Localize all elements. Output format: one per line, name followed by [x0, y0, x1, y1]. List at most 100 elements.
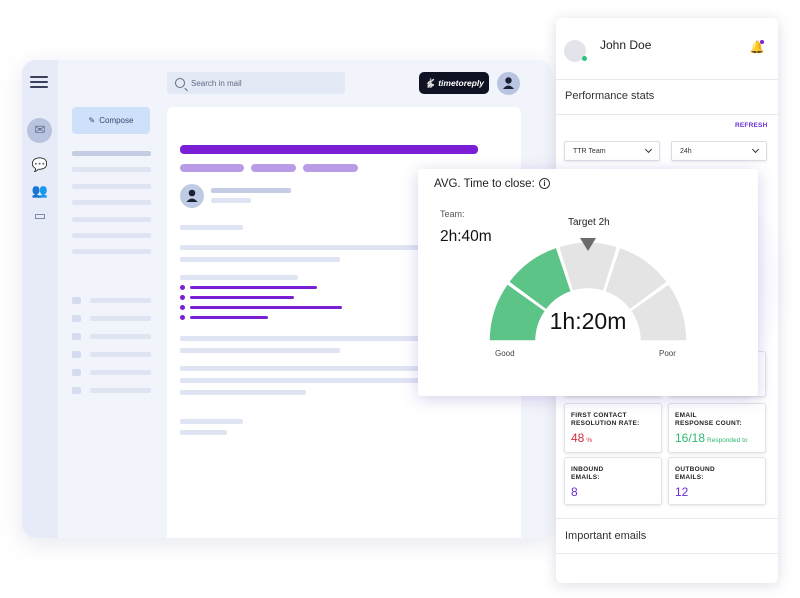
bullet-line: [190, 296, 294, 299]
rabbit-icon: 🐇: [423, 77, 436, 88]
stat-label: FIRST CONTACT RESOLUTION RATE:: [571, 412, 640, 427]
team-select[interactable]: TTR Team: [564, 141, 660, 161]
bullet-line: [190, 306, 342, 309]
text-line: [180, 225, 243, 230]
label-icon: [72, 369, 81, 376]
label-item[interactable]: [90, 334, 151, 339]
chevron-down-icon: [644, 145, 653, 154]
bullet: [180, 285, 185, 290]
text-line: [180, 390, 306, 395]
period-select[interactable]: 24h: [671, 141, 767, 161]
gauge-title: AVG. Time to close:: [434, 178, 535, 190]
bullet: [180, 315, 185, 320]
left-rail: ✉ 💬 👥 ▭: [22, 60, 58, 538]
sender-avatar: [180, 184, 204, 208]
edit-icon: ✎: [88, 116, 96, 125]
user-icon: [186, 189, 198, 202]
time-to-close-card: AVG. Time to close: i Team: 2h:40m Targe…: [418, 169, 758, 396]
avatar[interactable]: [564, 40, 586, 62]
label-item[interactable]: [90, 298, 151, 303]
label-icon: [72, 297, 81, 304]
stat-value: 48%: [571, 431, 593, 445]
bullet-line: [190, 286, 317, 289]
text-line: [180, 419, 243, 424]
divider: [556, 518, 778, 519]
label-icon: [72, 315, 81, 322]
target-label: Target 2h: [568, 217, 610, 228]
info-icon[interactable]: i: [539, 178, 550, 189]
stat-card-outbound: OUTBOUND EMAILS: 12: [668, 457, 766, 505]
bullet-line: [190, 316, 268, 319]
divider: [556, 79, 778, 80]
avatar[interactable]: [497, 72, 520, 95]
tag[interactable]: [180, 164, 244, 172]
divider: [556, 114, 778, 115]
stat-value: 12: [675, 485, 689, 499]
compose-button[interactable]: ✎ Compose: [72, 107, 150, 134]
menu-icon[interactable]: [30, 76, 48, 88]
mail-icon: ✉: [34, 122, 46, 137]
period-select-value: 24h: [680, 147, 692, 155]
sender-name: [211, 188, 291, 193]
folder-item[interactable]: [72, 200, 151, 205]
online-status-dot: [582, 56, 587, 61]
folder-item[interactable]: [72, 167, 151, 172]
poor-label: Poor: [659, 349, 676, 358]
refresh-button[interactable]: REFRESH: [735, 122, 768, 129]
logo-text: timetoreply: [438, 78, 485, 88]
target-marker: [580, 238, 596, 251]
good-label: Good: [495, 349, 515, 358]
folder-item[interactable]: [72, 217, 151, 222]
mail-nav-button[interactable]: [27, 118, 52, 143]
folder-item[interactable]: [72, 249, 151, 254]
bullet: [180, 295, 185, 300]
search-placeholder: Search in mail: [191, 78, 242, 88]
user-icon: [503, 77, 514, 89]
stat-label: INBOUND EMAILS:: [571, 466, 604, 481]
search-icon: [175, 78, 185, 88]
gauge-segment: [557, 241, 619, 293]
stat-card-resolution: FIRST CONTACT RESOLUTION RATE: 48%: [564, 403, 662, 453]
folder-item[interactable]: [72, 184, 151, 189]
divider: [556, 553, 778, 554]
notification-badge: [760, 40, 764, 44]
gauge-segment: [507, 246, 573, 312]
search-input[interactable]: Search in mail: [167, 72, 345, 94]
compose-label: Compose: [99, 116, 134, 125]
tag[interactable]: [303, 164, 358, 172]
gauge: 1h:20m: [488, 238, 688, 342]
subject-bar: [180, 145, 478, 154]
label-item[interactable]: [90, 370, 151, 375]
people-icon[interactable]: 👥: [31, 183, 49, 198]
label-icon: [72, 351, 81, 358]
gauge-segment: [629, 282, 688, 342]
app-logo: 🐇 timetoreply: [419, 72, 489, 94]
chevron-down-icon: [751, 145, 760, 154]
chat-icon[interactable]: 💬: [31, 157, 49, 172]
gauge-segments: [488, 241, 688, 342]
stat-value: 16/18 Responded to: [675, 431, 748, 445]
folder-item[interactable]: [72, 151, 151, 156]
video-icon[interactable]: ▭: [33, 208, 47, 223]
gauge-center-value: 1h:20m: [550, 308, 627, 334]
gauge-segment: [603, 246, 669, 312]
text-line: [180, 336, 430, 341]
important-emails-title[interactable]: Important emails: [565, 530, 647, 542]
text-line: [180, 430, 227, 435]
label-item[interactable]: [90, 388, 151, 393]
text-line: [180, 275, 298, 280]
stat-value: 8: [571, 485, 578, 499]
label-item[interactable]: [90, 352, 151, 357]
performance-title: Performance stats: [565, 90, 655, 102]
tag[interactable]: [251, 164, 296, 172]
label-icon: [72, 333, 81, 340]
text-line: [180, 348, 340, 353]
label-item[interactable]: [90, 316, 151, 321]
team-select-value: TTR Team: [573, 147, 606, 155]
stat-card-response-count: EMAIL RESPONSE COUNT: 16/18 Responded to: [668, 403, 766, 453]
sender-email: [211, 198, 251, 203]
gauge-segment: [488, 282, 547, 342]
stat-card-inbound: INBOUND EMAILS: 8: [564, 457, 662, 505]
label-icon: [72, 387, 81, 394]
folder-item[interactable]: [72, 233, 151, 238]
